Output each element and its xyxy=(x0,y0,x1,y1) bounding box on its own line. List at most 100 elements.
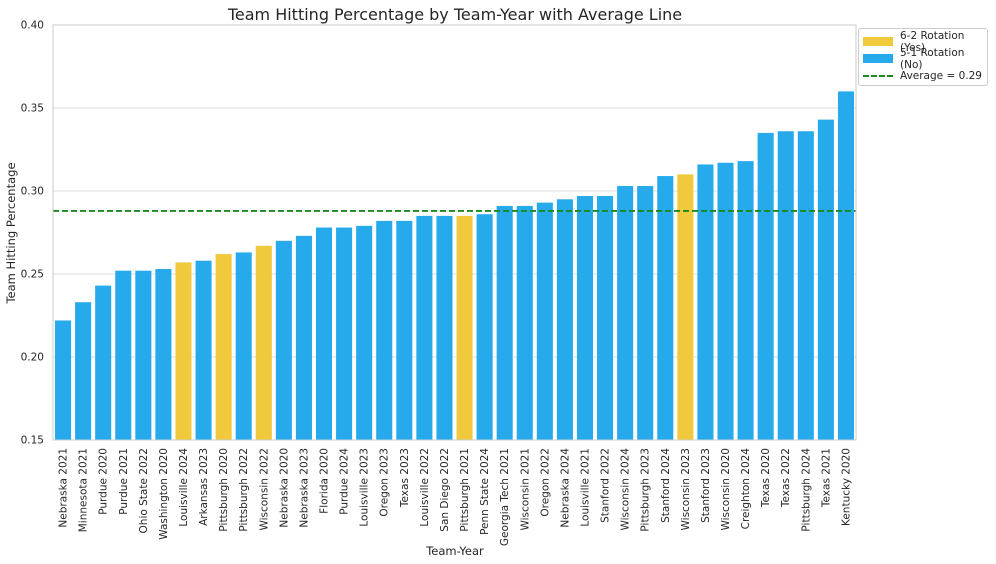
bar xyxy=(295,235,312,440)
x-tick-label: Texas 2021 xyxy=(820,448,832,508)
legend: 6-2 Rotation (Yes) 5-1 Rotation (No) Ave… xyxy=(858,28,988,86)
x-tick-label: Wisconsin 2021 xyxy=(519,448,531,531)
x-tick-label: Louisville 2023 xyxy=(359,448,371,527)
bar xyxy=(95,285,112,440)
x-tick-label: Purdue 2021 xyxy=(118,448,130,515)
bar xyxy=(496,205,513,440)
bar xyxy=(396,220,413,440)
x-tick-label: Stanford 2023 xyxy=(700,448,712,523)
x-tick-label: Wisconsin 2022 xyxy=(258,448,270,531)
bar xyxy=(55,320,72,440)
legend-label: 5-1 Rotation (No) xyxy=(900,46,965,71)
bar xyxy=(135,270,152,440)
legend-item-average: Average = 0.29 xyxy=(863,67,987,84)
x-tick-label: Texas 2023 xyxy=(399,448,411,508)
bar xyxy=(556,199,573,440)
bar xyxy=(757,132,774,440)
bar xyxy=(75,302,92,440)
x-tick-label: Nebraska 2020 xyxy=(278,448,290,528)
bar xyxy=(376,220,393,440)
x-tick-label: Ohio State 2022 xyxy=(138,448,150,533)
bar xyxy=(797,131,814,441)
legend-label: 6-2 Rotation (Yes) xyxy=(900,29,965,54)
x-tick-label: Oregon 2023 xyxy=(379,448,391,517)
x-tick-label: Pittsburgh 2022 xyxy=(238,448,250,532)
x-tick-label: Purdue 2024 xyxy=(339,448,351,515)
bar xyxy=(476,214,493,440)
x-tick-label: Florida 2020 xyxy=(319,448,331,514)
x-tick-label: Wisconsin 2020 xyxy=(720,448,732,531)
bar xyxy=(255,245,272,440)
bar xyxy=(516,205,533,440)
x-tick-label: Washington 2020 xyxy=(158,448,170,540)
plot-frame xyxy=(52,24,857,441)
bar xyxy=(456,215,473,440)
bar xyxy=(275,240,292,440)
bar xyxy=(637,186,654,440)
x-tick-label: San Diego 2022 xyxy=(439,448,451,532)
x-tick-label: Pittsburgh 2024 xyxy=(800,448,812,532)
bar xyxy=(597,195,614,440)
legend-swatch-yes xyxy=(863,37,893,46)
x-tick-label: Louisville 2021 xyxy=(579,448,591,527)
x-tick-label: Pittsburgh 2021 xyxy=(459,448,471,532)
x-tick-label: Penn State 2024 xyxy=(479,448,491,535)
x-tick-label: Stanford 2024 xyxy=(660,448,672,523)
bar xyxy=(777,131,794,441)
x-tick-label: Oregon 2022 xyxy=(539,448,551,517)
x-tick-label: Creighton 2024 xyxy=(740,448,752,530)
y-tick-label: 0.25 xyxy=(21,269,44,281)
bar xyxy=(175,262,192,440)
bar xyxy=(817,119,834,441)
x-tick-label: Kentucky 2020 xyxy=(840,448,852,526)
x-tick-label: Pittsburgh 2020 xyxy=(218,448,230,532)
y-tick-label: 0.40 xyxy=(21,20,44,32)
bar xyxy=(837,91,854,441)
x-tick-label: Nebraska 2024 xyxy=(559,448,571,528)
x-tick-label: Wisconsin 2023 xyxy=(680,448,692,531)
bar xyxy=(215,254,232,440)
legend-item-6-2-rotation: 6-2 Rotation (Yes) xyxy=(863,30,987,54)
bar xyxy=(356,225,373,440)
bar xyxy=(235,252,252,440)
bar xyxy=(737,161,754,440)
x-axis-label: Team-Year xyxy=(425,544,484,558)
y-axis-label: Team Hitting Percentage xyxy=(4,162,18,304)
bar xyxy=(657,176,674,440)
chart-title: Team Hitting Percentage by Team-Year wit… xyxy=(227,5,682,24)
x-tick-label: Arkansas 2023 xyxy=(198,448,210,526)
x-tick-label: Stanford 2022 xyxy=(600,448,612,523)
legend-label: Average = 0.29 xyxy=(900,69,982,82)
bar xyxy=(155,269,172,440)
x-tick-label: Louisville 2022 xyxy=(419,448,431,527)
bar xyxy=(697,164,714,440)
x-tick-label: Nebraska 2021 xyxy=(58,448,70,528)
bar xyxy=(416,215,433,440)
bar xyxy=(195,260,212,440)
legend-swatch-average xyxy=(863,74,893,77)
bar xyxy=(576,195,594,440)
y-tick-label: 0.30 xyxy=(21,186,44,198)
bar xyxy=(315,227,333,440)
bar xyxy=(436,215,453,440)
y-tick-label: 0.20 xyxy=(21,352,44,364)
x-tick-label: Texas 2020 xyxy=(760,448,772,508)
x-tick-label: Minnesota 2021 xyxy=(78,448,90,532)
x-tick-label: Pittsburgh 2023 xyxy=(640,448,652,532)
bar xyxy=(617,186,634,440)
bar xyxy=(336,227,353,440)
y-tick-label: 0.35 xyxy=(21,103,44,115)
bar xyxy=(115,270,132,440)
bar xyxy=(677,174,694,440)
legend-item-5-1-rotation: 5-1 Rotation (No) xyxy=(863,47,987,71)
x-tick-label: Purdue 2020 xyxy=(98,448,110,515)
bar xyxy=(717,162,734,440)
y-tick-label: 0.15 xyxy=(21,435,44,447)
x-tick-label: Nebraska 2023 xyxy=(298,448,310,528)
bar xyxy=(536,202,553,440)
legend-swatch-no xyxy=(863,54,893,63)
x-tick-label: Texas 2022 xyxy=(780,448,792,508)
x-tick-label: Wisconsin 2024 xyxy=(620,448,632,531)
x-tick-label: Louisville 2024 xyxy=(178,448,190,527)
